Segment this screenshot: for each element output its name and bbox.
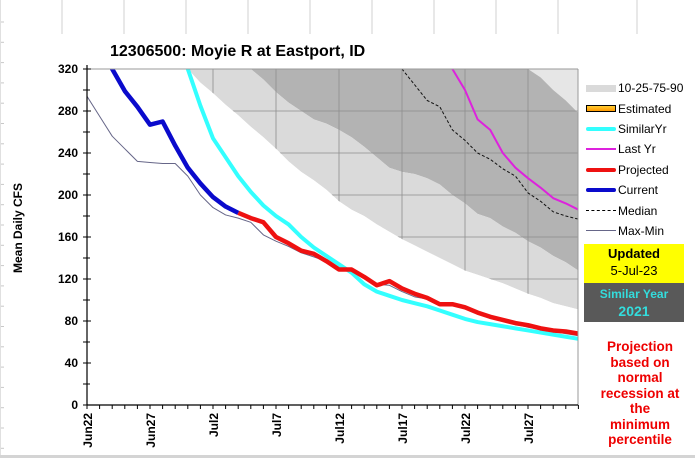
series-last-year [451,69,578,211]
legend-label: Current [618,183,659,198]
legend-swatch-lastyr-icon [586,142,616,156]
y-tick-label: 0 [71,398,78,412]
band-75-90 [528,69,578,113]
series-similar-year [185,69,578,341]
updated-box: Updated 5-Jul-23 [584,244,684,283]
updated-label: Updated [608,246,660,261]
legend-swatch-estimated-icon [586,102,616,116]
note-line: Projection [606,339,673,354]
x-tick-label: Jul17 [396,413,410,444]
note-line: percentile [608,432,672,447]
legend-label: Estimated [618,101,672,116]
series-current [109,69,240,215]
legend-swatch-median-icon [586,204,616,218]
y-tick-label: 120 [58,272,78,286]
similar-year-box: Similar Year 2021 [584,283,684,322]
legend-label: Max-Min [618,223,665,238]
x-tick-label: Jul22 [459,413,473,444]
projection-note: Projection based on normal recession at … [590,339,690,448]
legend-item-estimated: Estimated [586,98,695,118]
band-above-90 [87,0,578,27]
y-tick-label: 40 [65,356,79,370]
band-25-75 [250,69,578,271]
legend-label: Median [618,203,658,218]
chart-legend: 10-25-75-90 Estimated SimilarYr Last Yr Proj… [586,78,695,241]
note-line: based on [610,354,670,370]
x-tick-label: Jul2 [207,413,221,437]
legend-label: Last Yr [618,142,656,157]
legend-label: Projected [618,162,669,177]
y-tick-label: 280 [58,104,78,118]
x-tick-label: Jul7 [270,413,284,437]
band-10-25 [187,69,578,310]
series-projected [237,210,578,336]
legend-item-projected: Projected [586,160,695,180]
x-tick-label: Jul27 [522,413,536,444]
legend-swatch-band-icon [586,81,616,95]
legend-item-similar: SimilarYr [586,119,695,139]
legend-item-maxmin: Max-Min [586,221,695,241]
legend-swatch-similar-icon [586,122,616,136]
updated-date: 5-Jul-23 [610,263,658,278]
similar-year-value: 2021 [618,303,650,319]
note-line: normal [617,370,663,385]
plot-area [87,0,578,405]
sheet-bottom-border [0,455,695,458]
band-below-10 [87,69,578,405]
note-line: the [629,401,651,416]
legend-swatch-maxmin-icon [586,224,616,238]
similar-year-label: Similar Year [599,287,669,301]
series-median [401,69,578,220]
y-tick-label: 240 [58,146,78,160]
legend-swatch-projected-icon [586,163,616,177]
note-line: minimum [609,416,670,432]
legend-label: SimilarYr [618,121,667,136]
legend-item-lastyr: Last Yr [586,139,695,159]
y-tick-label: 80 [65,314,79,328]
legend-swatch-current-icon [586,183,616,197]
x-tick-label: Jul12 [333,413,347,444]
legend-item-current: Current [586,180,695,200]
legend-item-band: 10-25-75-90 [586,78,695,98]
x-tick-label: Jun27 [144,413,158,448]
note-line: recession at [600,385,680,401]
legend-label: 10-25-75-90 [618,81,684,96]
y-tick-label: 320 [58,62,78,76]
x-tick-label: Jun22 [81,413,95,448]
y-tick-label: 200 [58,188,78,202]
y-axis-label: Mean Daily CFS [11,183,25,273]
y-tick-label: 160 [58,230,78,244]
chart-title: 12306500: Moyie R at Eastport, ID [110,43,365,60]
legend-item-median: Median [586,200,695,220]
